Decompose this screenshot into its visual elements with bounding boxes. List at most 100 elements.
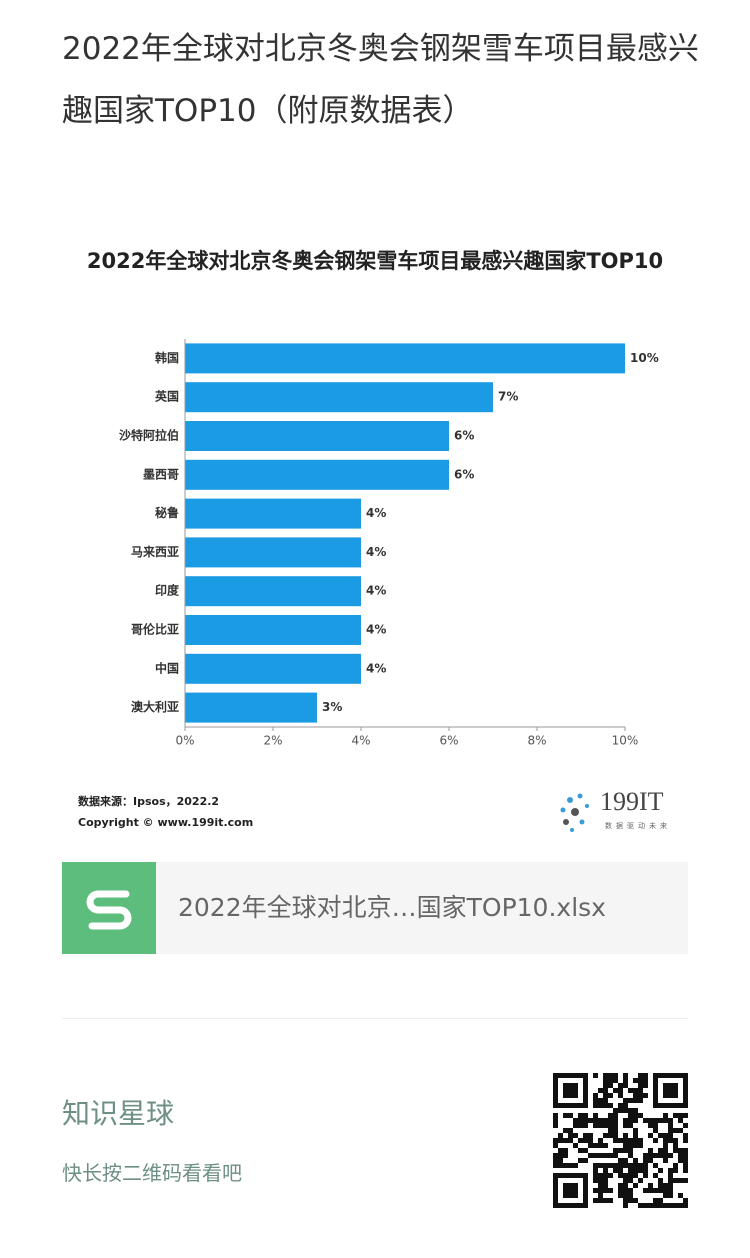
qr-module xyxy=(623,1073,628,1078)
qr-module xyxy=(643,1163,648,1168)
bar xyxy=(185,653,361,684)
qr-module xyxy=(658,1178,663,1183)
qr-module xyxy=(608,1103,613,1108)
qr-module xyxy=(583,1158,588,1163)
qr-module xyxy=(648,1158,653,1163)
qr-module xyxy=(618,1088,623,1093)
qr-module xyxy=(633,1108,638,1113)
qr-module xyxy=(668,1128,673,1133)
qr-module xyxy=(648,1153,653,1158)
qr-module xyxy=(608,1163,613,1168)
qr-module xyxy=(613,1153,618,1158)
qr-module xyxy=(588,1138,593,1143)
qr-module xyxy=(553,1138,558,1143)
qr-module xyxy=(628,1168,633,1173)
qr-module xyxy=(553,1113,558,1118)
qr-module xyxy=(613,1133,618,1138)
qr-module xyxy=(558,1153,563,1158)
qr-module xyxy=(643,1168,648,1173)
qr-module xyxy=(638,1178,643,1183)
qr-module xyxy=(603,1178,608,1183)
qr-module xyxy=(608,1128,613,1133)
qr-module xyxy=(613,1078,618,1083)
qr-module xyxy=(663,1148,668,1153)
qr-module xyxy=(598,1173,603,1178)
qr-module xyxy=(628,1178,633,1183)
qr-module xyxy=(633,1093,638,1098)
qr-finder xyxy=(563,1183,578,1198)
qr-module xyxy=(593,1118,598,1123)
qr-module xyxy=(603,1083,608,1088)
qr-code[interactable] xyxy=(553,1073,688,1208)
qr-module xyxy=(658,1198,663,1203)
file-card[interactable]: 2022年全球对北京…国家TOP10.xlsx xyxy=(62,862,688,954)
qr-module xyxy=(643,1118,648,1123)
qr-module xyxy=(683,1113,688,1118)
qr-module xyxy=(638,1143,643,1148)
qr-module xyxy=(598,1178,603,1183)
file-name: 2022年全球对北京…国家TOP10.xlsx xyxy=(178,893,606,922)
x-tick-label: 8% xyxy=(527,734,546,748)
category-label: 印度 xyxy=(155,583,180,598)
qr-module xyxy=(623,1138,628,1143)
qr-module xyxy=(663,1153,668,1158)
bar xyxy=(185,615,361,645)
qr-module xyxy=(623,1188,628,1193)
qr-module xyxy=(608,1123,613,1128)
value-label: 7% xyxy=(498,390,518,404)
qr-module xyxy=(593,1143,598,1148)
qr-module xyxy=(583,1123,588,1128)
qr-module xyxy=(623,1198,628,1203)
qr-module xyxy=(673,1203,678,1208)
logo-slogan: 数据驱动未来 xyxy=(605,821,671,830)
qr-module xyxy=(663,1138,668,1143)
qr-module xyxy=(628,1188,633,1193)
qr-module xyxy=(638,1163,643,1168)
qr-module xyxy=(598,1103,603,1108)
qr-module xyxy=(618,1148,623,1153)
qr-module xyxy=(603,1103,608,1108)
qr-module xyxy=(683,1168,688,1173)
qr-module xyxy=(673,1143,678,1148)
qr-module xyxy=(558,1158,563,1163)
qr-module xyxy=(673,1178,678,1183)
qr-module xyxy=(678,1193,683,1198)
qr-module xyxy=(618,1108,623,1113)
qr-module xyxy=(663,1183,668,1188)
qr-module xyxy=(593,1173,598,1178)
x-tick-label: 0% xyxy=(175,734,194,748)
page-title: 2022年全球对北京冬奥会钢架雪车项目最感兴趣国家TOP10（附原数据表） xyxy=(62,31,699,129)
qr-module xyxy=(663,1133,668,1138)
qr-module xyxy=(668,1188,673,1193)
qr-module xyxy=(588,1153,593,1158)
qr-module xyxy=(633,1113,638,1118)
qr-module xyxy=(593,1153,598,1158)
copyright: Copyright © www.199it.com xyxy=(78,816,253,829)
qr-module xyxy=(608,1078,613,1083)
qr-module xyxy=(683,1153,688,1158)
qr-module xyxy=(623,1163,628,1168)
qr-module xyxy=(623,1158,628,1163)
qr-module xyxy=(643,1073,648,1078)
bar xyxy=(185,692,317,723)
qr-module xyxy=(633,1183,638,1188)
qr-finder xyxy=(663,1083,678,1098)
qr-module xyxy=(623,1103,628,1108)
qr-module xyxy=(613,1148,618,1153)
qr-module xyxy=(623,1133,628,1138)
qr-module xyxy=(573,1133,578,1138)
qr-module xyxy=(613,1073,618,1078)
qr-module xyxy=(603,1073,608,1078)
qr-module xyxy=(613,1128,618,1133)
qr-module xyxy=(603,1163,608,1168)
qr-module xyxy=(658,1188,663,1193)
qr-module xyxy=(578,1113,583,1118)
qr-module xyxy=(613,1108,618,1113)
qr-module xyxy=(608,1113,613,1118)
footer-title: 知识星球 xyxy=(62,1097,175,1130)
qr-module xyxy=(628,1153,633,1158)
category-label: 马来西亚 xyxy=(131,544,179,559)
qr-module xyxy=(683,1203,688,1208)
qr-module xyxy=(598,1138,603,1143)
